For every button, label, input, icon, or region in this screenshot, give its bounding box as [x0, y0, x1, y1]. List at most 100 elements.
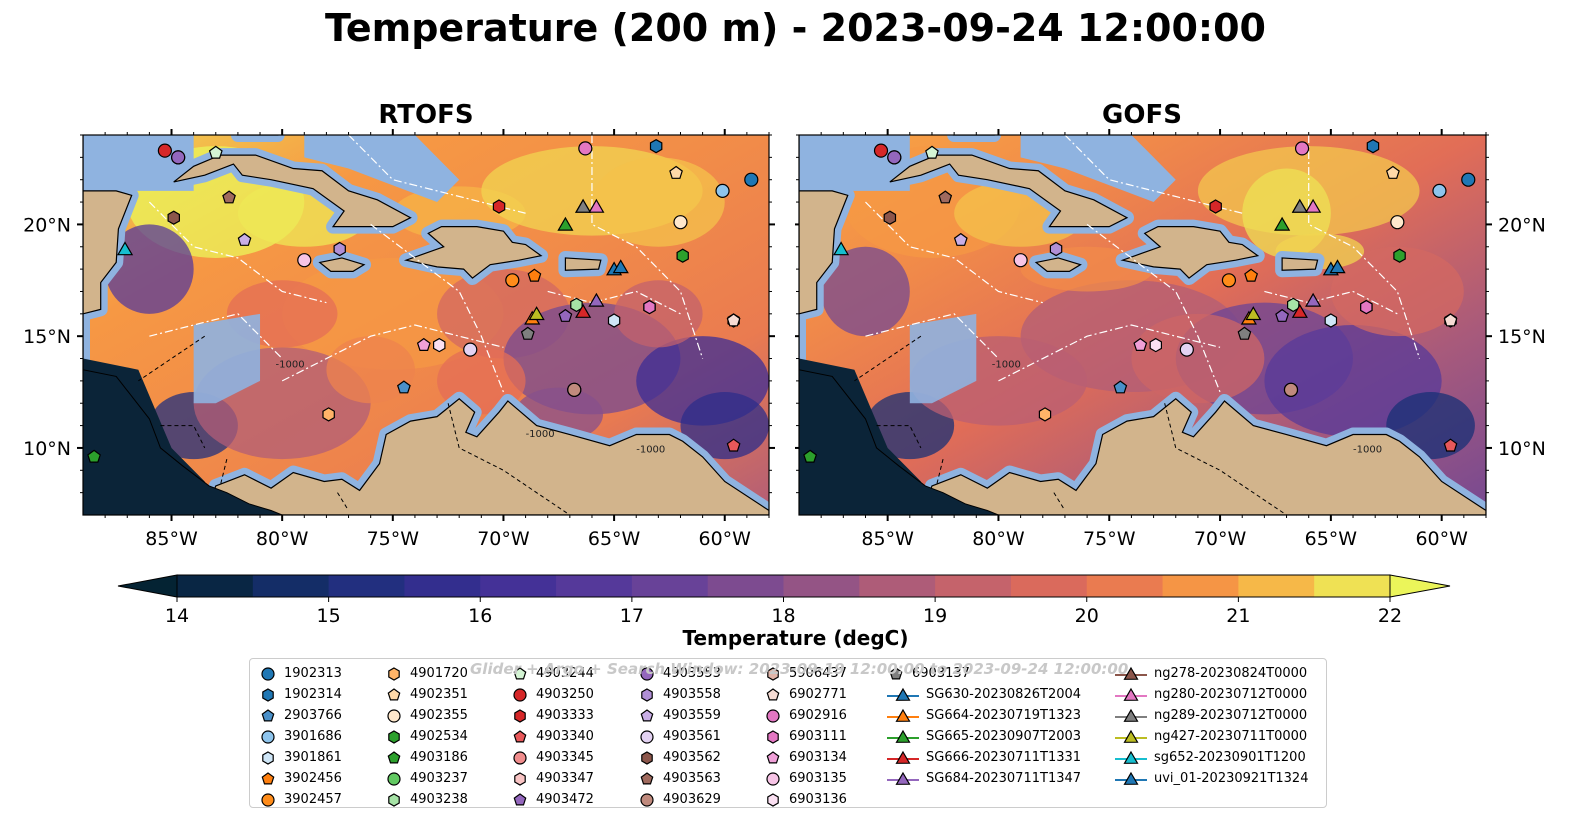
colorbar-label: Temperature (degC)	[682, 626, 909, 650]
colorbar-bin	[1238, 575, 1315, 597]
legend-item: 4903237	[384, 768, 468, 789]
legend-item: 4903562	[637, 747, 721, 768]
panel-title-rtofs: RTOFS	[378, 100, 474, 130]
colorbar-tick-label: 20	[1075, 605, 1099, 626]
obs-marker-4903186	[803, 449, 818, 463]
obs-marker-3902456	[1244, 268, 1259, 282]
obs-marker-3902457	[505, 273, 520, 288]
obs-marker-3901686	[715, 183, 730, 198]
legend-item: ng280-20230712T0000	[1114, 684, 1308, 705]
legend-label: SG630-20230826T2004	[926, 687, 1082, 702]
legend-symbol	[262, 750, 274, 765]
obs-marker-4903244	[925, 145, 939, 159]
legend-label: 4902534	[410, 729, 468, 744]
legend-label: 4903553	[663, 666, 721, 681]
colorbar: 14 15 16 17 18 19 20 21 22	[117, 574, 1451, 626]
legend-label: 6902771	[789, 687, 847, 702]
legend-marker-icon	[766, 771, 780, 786]
colorbar-tick-label: 16	[468, 605, 492, 626]
colorbar-bin	[252, 575, 330, 597]
obs-marker-4903563	[222, 190, 236, 204]
legend-marker-icon	[1115, 687, 1147, 701]
legend-marker-icon	[514, 708, 526, 723]
obs-marker-sg652	[116, 241, 134, 256]
legend-symbol	[261, 729, 275, 744]
obs-marker-6903111	[643, 299, 656, 315]
legend-item: 4903347	[510, 768, 594, 789]
obs-marker-4903553	[887, 150, 902, 165]
legend-label: ng280-20230712T0000	[1154, 687, 1308, 702]
colorbar-bin	[707, 575, 784, 597]
legend-item: 1902313	[258, 663, 342, 684]
legend-symbol	[513, 729, 527, 742]
legend-column: 1902313 1902314 2903766 3901686 3901861 39024…	[258, 663, 342, 810]
legend-marker-icon	[513, 750, 527, 765]
legend-column: 4901720 4902351 4902355 4902534 4903186 49032…	[384, 663, 468, 810]
legend-symbol	[767, 792, 779, 807]
obs-marker-1902314	[649, 139, 663, 154]
legend-label: ng289-20230712T0000	[1154, 708, 1308, 723]
obs-marker-1902313	[744, 172, 759, 187]
legend-label: 4902351	[410, 687, 468, 702]
legend-symbol	[261, 708, 275, 721]
legend-symbol	[895, 771, 911, 785]
legend-marker-icon	[388, 792, 400, 807]
colorbar-bin	[859, 575, 936, 597]
legend-marker-icon	[514, 771, 526, 786]
legend-label: 4903333	[536, 708, 594, 723]
legend-item: 6903111	[763, 726, 847, 747]
colorbar-bin	[556, 575, 633, 597]
obs-marker-ng427	[1245, 306, 1262, 321]
legend-item: 6902916	[763, 705, 847, 726]
obs-marker-4902351	[669, 165, 683, 179]
obs-marker-ng280	[1305, 198, 1322, 213]
legend-marker-icon	[387, 687, 401, 700]
legend-marker-icon	[889, 666, 903, 679]
obs-marker-4902355	[1390, 215, 1405, 230]
obs-marker-sg666	[575, 303, 592, 318]
colorbar-extend-low	[117, 574, 178, 598]
obs-marker-6902916	[1294, 141, 1310, 156]
legend-symbol	[766, 750, 780, 763]
legend-label: 4903558	[663, 687, 721, 702]
obs-marker-sg666	[1291, 303, 1308, 318]
legend-item: 4903345	[510, 747, 594, 768]
lat-tick-label: 20°N	[23, 214, 71, 236]
legend-item: 4902355	[384, 705, 468, 726]
obs-marker-4903238	[570, 297, 583, 313]
legend-symbol	[766, 708, 780, 723]
obs-marker-4903333	[492, 199, 506, 214]
colorbar-tick-label: 17	[620, 605, 644, 626]
legend-marker-icon	[766, 750, 780, 763]
legend-item: 6902771	[763, 684, 847, 705]
legend-symbol	[889, 666, 903, 679]
legend-item: 4902534	[384, 726, 468, 747]
legend-symbol	[1123, 708, 1139, 722]
obs-marker-sg684	[1305, 292, 1322, 307]
legend-column: ng278-20230824T0000 ng280-20230712T0000 ng…	[1114, 663, 1308, 789]
legend-symbol	[388, 792, 400, 807]
legend-symbol	[1123, 750, 1139, 764]
legend-item: 6903136	[763, 789, 847, 810]
colorbar-bin	[404, 575, 481, 597]
legend-label: uvi_01-20230921T1324	[1154, 771, 1309, 786]
obs-marker-4901720	[322, 407, 335, 422]
legend-label: 6903111	[789, 729, 847, 744]
legend-item: 4903250	[510, 684, 594, 705]
lon-tick-label: 80°W	[256, 528, 309, 550]
legend-item: 3902456	[258, 768, 342, 789]
lon-tick-label: 70°W	[1194, 528, 1247, 550]
obs-marker-4902351	[1385, 165, 1400, 179]
lon-tick-label: 70°W	[477, 528, 530, 550]
obs-marker-ng427	[528, 306, 545, 321]
legend-label: 6903136	[789, 792, 847, 807]
legend-marker-icon	[262, 687, 274, 702]
legend-marker-icon	[1115, 750, 1147, 764]
legend-symbol	[895, 687, 911, 701]
legend-marker-icon	[261, 729, 275, 744]
obs-marker-4903553	[171, 150, 186, 165]
lat-tick-label: 20°N	[1498, 214, 1546, 236]
legend-watermark: Glider + Argo + Search Window: 2023-09-1…	[470, 660, 1129, 678]
legend-label: 4903340	[536, 729, 594, 744]
obs-marker-4903561	[463, 342, 478, 357]
